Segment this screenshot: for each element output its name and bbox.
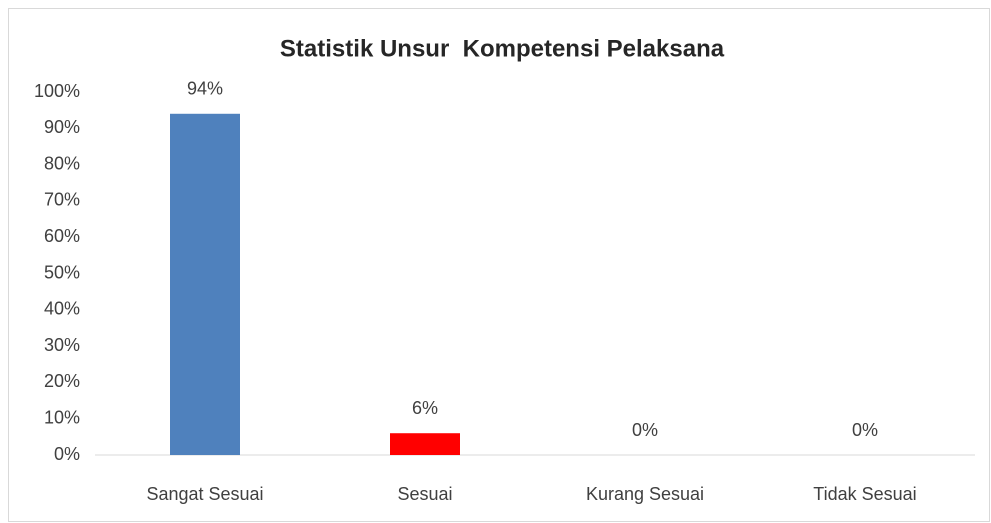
chart-title: Statistik Unsur Kompetensi Pelaksana xyxy=(280,35,725,62)
y-tick-label: 90% xyxy=(44,117,80,137)
x-tick-label: Tidak Sesuai xyxy=(813,484,916,504)
chart-border xyxy=(8,8,990,522)
y-tick-label: 0% xyxy=(54,444,80,464)
y-tick-label: 40% xyxy=(44,299,80,319)
bar xyxy=(390,433,460,455)
x-tick-label: Kurang Sesuai xyxy=(586,484,704,504)
value-label: 0% xyxy=(632,420,658,440)
x-tick-label: Sangat Sesuai xyxy=(146,484,263,504)
y-tick-label: 20% xyxy=(44,371,80,391)
value-label: 0% xyxy=(852,420,878,440)
value-label: 6% xyxy=(412,398,438,418)
x-tick-label: Sesuai xyxy=(397,484,452,504)
value-label: 94% xyxy=(187,79,223,99)
y-tick-label: 60% xyxy=(44,226,80,246)
y-tick-label: 50% xyxy=(44,262,80,282)
y-tick-label: 70% xyxy=(44,190,80,210)
y-tick-label: 10% xyxy=(44,407,80,427)
bar xyxy=(170,113,240,455)
y-tick-label: 80% xyxy=(44,153,80,173)
y-tick-label: 100% xyxy=(34,81,80,101)
y-tick-label: 30% xyxy=(44,335,80,355)
